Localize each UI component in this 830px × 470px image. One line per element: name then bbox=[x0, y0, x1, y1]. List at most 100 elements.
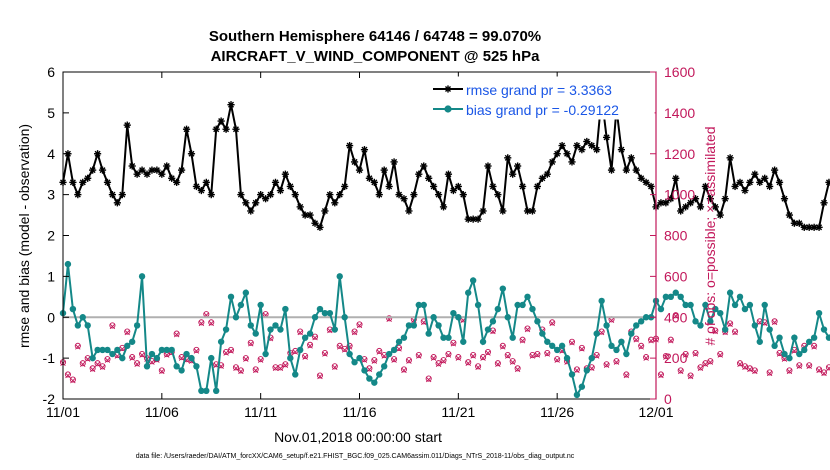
bias-point bbox=[208, 354, 215, 362]
obs-possible-point bbox=[736, 360, 744, 367]
bias-point bbox=[672, 289, 679, 296]
obs-possible-point bbox=[440, 357, 447, 364]
data-file-footnote: data file: /Users/raeder/DAI/ATM_forcXX/… bbox=[136, 453, 575, 460]
obs-possible-point bbox=[677, 367, 684, 374]
obs-possible-point bbox=[475, 363, 482, 370]
rmse-point bbox=[123, 121, 131, 129]
obs-possible-point bbox=[806, 362, 813, 369]
bias-point bbox=[272, 322, 279, 329]
obs-assimilated-point bbox=[692, 351, 699, 357]
obs-possible-point bbox=[277, 364, 284, 371]
bias-point bbox=[400, 334, 408, 341]
obs-possible-point bbox=[391, 356, 398, 363]
obs-possible-point bbox=[455, 354, 462, 361]
rmse-point bbox=[558, 141, 566, 150]
obs-possible-point bbox=[702, 360, 709, 367]
obs-possible-point bbox=[727, 320, 734, 327]
obs-assimilated-point bbox=[544, 351, 551, 357]
bias-point bbox=[292, 371, 299, 378]
obs-possible-point bbox=[302, 353, 309, 360]
rmse-point bbox=[602, 133, 611, 141]
bias-point bbox=[583, 367, 591, 374]
y-tick-label-right: 800 bbox=[664, 228, 688, 244]
obs-assimilated-point bbox=[317, 373, 323, 380]
obs-assimilated-point bbox=[193, 348, 200, 354]
bias-point bbox=[766, 326, 773, 333]
obs-assimilated-point bbox=[712, 328, 719, 335]
obs-assimilated-point bbox=[534, 352, 541, 358]
bias-point bbox=[143, 363, 151, 370]
bias-point bbox=[776, 334, 783, 341]
rmse-point bbox=[257, 191, 265, 199]
rmse-point bbox=[479, 207, 487, 215]
obs-possible-point bbox=[257, 356, 264, 363]
obs-possible-point bbox=[697, 364, 704, 371]
rmse-point bbox=[474, 215, 482, 223]
bias-point bbox=[736, 293, 744, 301]
obs-possible-point bbox=[223, 348, 230, 356]
bias-point bbox=[469, 277, 477, 284]
rmse-point bbox=[563, 150, 571, 158]
rmse-point bbox=[751, 170, 759, 178]
obs-possible-point bbox=[316, 372, 324, 379]
x-tick-label: 11/11 bbox=[244, 404, 277, 420]
rmse-point bbox=[237, 191, 245, 199]
bias-point bbox=[568, 371, 576, 378]
y-tick-label-left: -2 bbox=[43, 391, 56, 407]
y-axis-label-right: # of obs: o=possible; ×=assimilated bbox=[702, 126, 718, 345]
obs-assimilated-point bbox=[475, 364, 481, 371]
rmse-point bbox=[286, 182, 294, 191]
bias-point bbox=[385, 350, 393, 358]
obs-assimilated-point bbox=[742, 364, 748, 371]
rmse-point bbox=[173, 178, 181, 186]
bias-point bbox=[815, 309, 823, 317]
bias-point bbox=[588, 354, 595, 362]
bias-point bbox=[321, 309, 329, 317]
obs-assimilated-point bbox=[737, 361, 743, 367]
rmse-point bbox=[375, 191, 383, 199]
obs-possible-point bbox=[593, 352, 600, 359]
obs-assimilated-point bbox=[445, 352, 452, 358]
obs-assimilated-point bbox=[440, 358, 447, 364]
rmse-point bbox=[355, 166, 364, 174]
obs-assimilated-point bbox=[702, 361, 709, 367]
bias-point bbox=[148, 350, 156, 358]
rmse-point bbox=[825, 178, 830, 186]
bias-point bbox=[460, 338, 467, 345]
obs-assimilated-point bbox=[70, 377, 76, 384]
rmse-point bbox=[360, 146, 369, 154]
y-tick-label-right: 1600 bbox=[664, 64, 695, 80]
obs-assimilated-point bbox=[816, 367, 822, 374]
bias-point bbox=[341, 314, 348, 321]
obs-possible-point bbox=[796, 362, 803, 369]
bias-point bbox=[119, 354, 126, 362]
bias-point bbox=[504, 314, 511, 321]
rmse-point bbox=[331, 199, 339, 207]
obs-possible-point bbox=[682, 350, 689, 358]
bias-point bbox=[465, 289, 472, 296]
obs-assimilated-point bbox=[425, 376, 432, 383]
rmse-point bbox=[400, 195, 408, 203]
bias-point bbox=[366, 375, 373, 382]
rmse-line bbox=[62, 96, 830, 230]
rmse-point bbox=[108, 191, 117, 199]
rmse-point bbox=[627, 154, 635, 162]
obs-assimilated-point bbox=[658, 372, 664, 379]
obs-assimilated-point bbox=[173, 331, 180, 338]
obs-assimilated-point bbox=[485, 350, 491, 356]
obs-assimilated-point bbox=[332, 364, 338, 371]
obs-assimilated-point bbox=[65, 372, 71, 379]
obs-assimilated-point bbox=[673, 313, 679, 319]
obs-assimilated-point bbox=[272, 365, 279, 372]
rmse-point bbox=[158, 170, 166, 178]
rmse-point bbox=[301, 211, 309, 219]
obs-possible-point bbox=[425, 375, 432, 382]
rmse-point bbox=[276, 186, 285, 195]
bias-point bbox=[430, 314, 437, 321]
obs-possible-point bbox=[198, 319, 205, 326]
rmse-point bbox=[499, 207, 507, 215]
bias-point bbox=[623, 350, 630, 358]
obs-possible-point bbox=[193, 346, 200, 354]
bias-point bbox=[297, 346, 304, 354]
rmse-point bbox=[232, 125, 240, 133]
